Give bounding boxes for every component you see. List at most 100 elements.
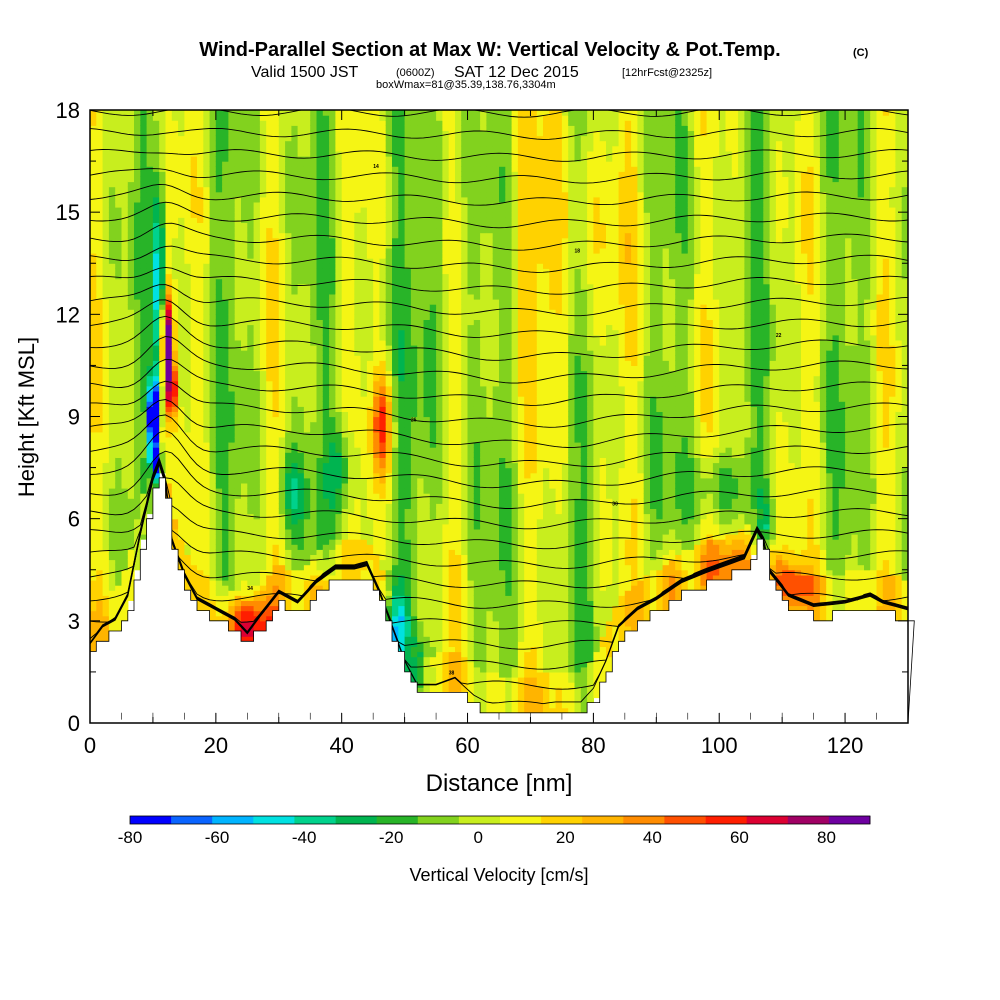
w-cell (102, 452, 110, 458)
w-cell (108, 360, 116, 366)
w-cell (146, 212, 154, 218)
w-cell (121, 365, 129, 372)
w-cell (303, 508, 311, 515)
w-cell (115, 559, 123, 566)
w-cell (291, 569, 299, 576)
w-cell (96, 339, 104, 346)
w-cell (354, 135, 362, 142)
w-cell (392, 283, 399, 290)
w-cell (259, 304, 267, 310)
w-cell (115, 375, 123, 382)
w-cell (209, 334, 217, 341)
w-cell (348, 140, 355, 147)
w-cell (203, 539, 211, 545)
w-cell (354, 150, 362, 157)
w-cell (115, 431, 123, 438)
w-cell (209, 580, 217, 586)
w-cell (278, 110, 286, 116)
w-cell (234, 431, 242, 438)
w-cell (146, 350, 154, 356)
w-cell (297, 365, 305, 372)
w-cell (222, 452, 229, 458)
w-cell (348, 452, 355, 458)
w-cell (228, 472, 236, 479)
w-cell (209, 145, 217, 152)
w-cell (102, 574, 110, 581)
w-cell (108, 227, 116, 234)
w-cell (234, 518, 242, 525)
w-cell (96, 293, 104, 300)
w-cell (228, 350, 236, 356)
w-cell (140, 268, 148, 275)
w-cell (385, 212, 393, 218)
w-cell (385, 237, 393, 244)
w-cell (171, 498, 179, 504)
w-cell (146, 401, 154, 407)
w-cell (134, 508, 141, 515)
w-cell (322, 207, 330, 213)
w-cell (329, 406, 336, 412)
w-cell (303, 370, 311, 377)
w-cell (360, 186, 368, 193)
w-cell (398, 319, 406, 326)
w-cell (360, 462, 368, 469)
w-cell (348, 574, 355, 581)
w-cell (398, 406, 406, 412)
w-cell (266, 544, 274, 550)
w-cell (203, 299, 211, 305)
w-cell (335, 115, 343, 121)
w-cell (203, 534, 211, 540)
w-cell (203, 115, 211, 121)
w-cell (259, 135, 267, 142)
w-cell (178, 334, 185, 341)
w-cell (90, 625, 97, 632)
w-cell (322, 534, 330, 540)
w-cell (404, 329, 412, 336)
w-cell (253, 539, 261, 545)
w-cell (354, 391, 362, 397)
w-cell (197, 380, 204, 387)
w-cell (171, 304, 179, 310)
w-cell (272, 416, 280, 423)
w-cell (310, 559, 318, 566)
w-cell (322, 482, 330, 489)
w-cell (159, 324, 167, 331)
w-cell (247, 365, 255, 372)
w-cell (140, 355, 148, 361)
w-cell (127, 360, 135, 366)
w-cell (335, 426, 343, 433)
w-cell (360, 140, 368, 147)
w-cell (316, 559, 324, 566)
w-cell (228, 391, 236, 397)
w-cell (310, 263, 318, 269)
w-cell (341, 345, 349, 351)
w-cell (140, 314, 148, 320)
w-cell (215, 207, 223, 213)
w-cell (146, 396, 154, 402)
w-cell (404, 201, 412, 208)
w-cell (228, 580, 236, 586)
w-cell (291, 278, 299, 285)
w-cell (303, 135, 311, 142)
w-cell (392, 293, 399, 300)
w-cell (108, 268, 116, 275)
w-cell (96, 299, 104, 305)
w-cell (366, 559, 374, 566)
w-cell (303, 380, 311, 387)
w-cell (303, 171, 311, 177)
w-cell (278, 314, 286, 320)
w-cell (90, 324, 97, 331)
w-cell (247, 110, 255, 116)
w-cell (272, 534, 280, 540)
subtitle-z: (0600Z) (396, 67, 435, 79)
w-cell (310, 370, 318, 377)
w-cell (152, 380, 160, 387)
w-cell (259, 523, 267, 530)
w-cell (127, 140, 135, 147)
w-cell (316, 564, 324, 571)
w-cell (152, 355, 160, 361)
w-cell (140, 319, 148, 326)
w-cell (171, 191, 179, 198)
w-cell (316, 396, 324, 402)
w-cell (297, 283, 305, 290)
